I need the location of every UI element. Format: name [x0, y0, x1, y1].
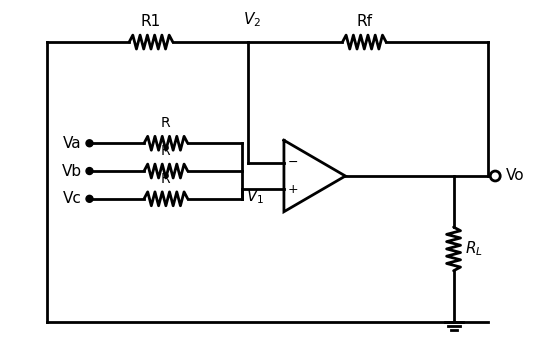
- Text: R1: R1: [141, 14, 161, 29]
- Text: Va: Va: [63, 136, 82, 151]
- Text: Vb: Vb: [61, 164, 82, 179]
- Text: Vc: Vc: [63, 191, 82, 206]
- Text: R: R: [161, 117, 171, 130]
- Text: R: R: [161, 144, 171, 158]
- Circle shape: [86, 140, 93, 147]
- Text: Vo: Vo: [506, 168, 525, 184]
- Text: −: −: [288, 156, 298, 169]
- Text: R: R: [161, 172, 171, 186]
- Text: +: +: [288, 183, 298, 196]
- Text: Rf: Rf: [356, 14, 372, 29]
- Text: $R_L$: $R_L$: [465, 240, 484, 258]
- Circle shape: [86, 167, 93, 174]
- Text: $V_1$: $V_1$: [246, 188, 264, 206]
- Text: $V_2$: $V_2$: [243, 11, 261, 29]
- Circle shape: [490, 171, 500, 181]
- Circle shape: [86, 196, 93, 202]
